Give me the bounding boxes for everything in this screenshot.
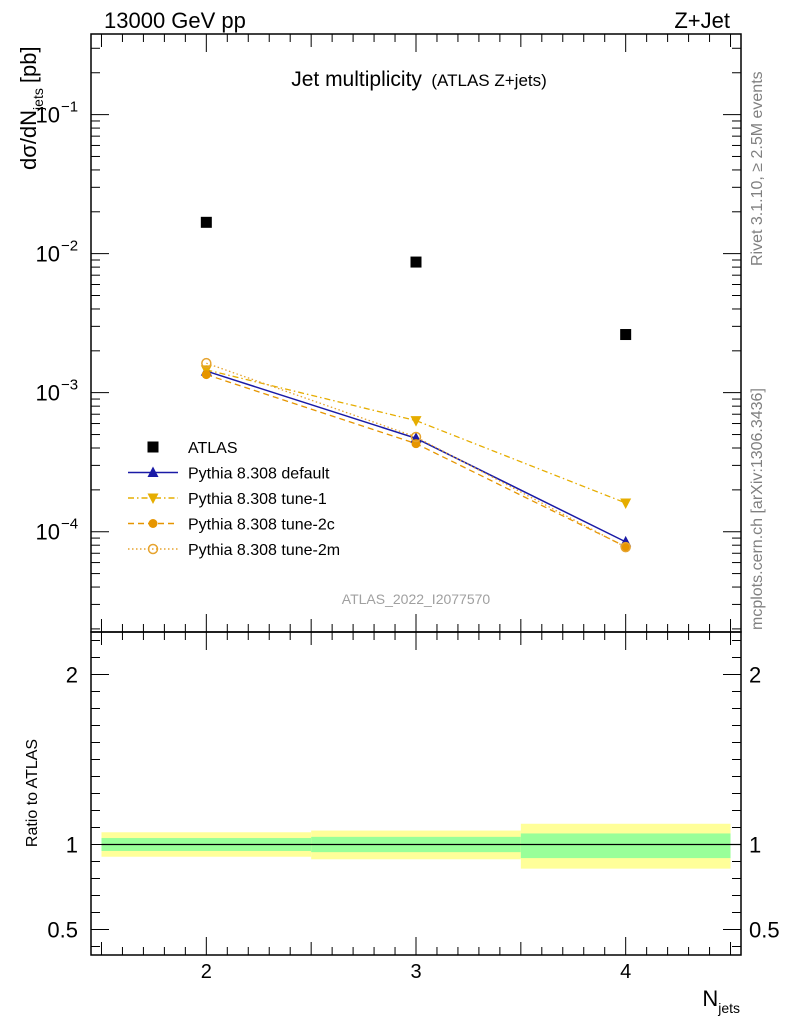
ratio-y-tick-label: 1 (66, 833, 78, 858)
main-y-tick-label-exponent: −2 (61, 238, 78, 255)
x-axis-label: Njets (702, 986, 740, 1016)
ratio-frame (90, 631, 742, 956)
main-y-axis-label-unit: [pb] (16, 46, 41, 83)
legend-entry-tune2m: Pythia 8.308 tune-2m (128, 542, 340, 559)
legend-marker (147, 493, 159, 504)
ratio-y-tick-label-right: 1 (749, 833, 761, 858)
legend-marker (147, 441, 159, 453)
x-tick-label: 4 (620, 961, 631, 983)
data-point-tune2c (621, 542, 631, 552)
ratio-band-inner (520, 833, 731, 859)
legend-entry-tune2c: Pythia 8.308 tune-2c (128, 517, 335, 534)
ratio-y-tick-label: 2 (66, 663, 78, 688)
header-process: Z+Jet (674, 8, 730, 33)
data-point-tune2m (410, 431, 422, 443)
data-point-tune2m (201, 357, 212, 369)
ratio-y-tick-labels: 2 2 1 1 0.5 0.5 (47, 663, 779, 943)
x-axis-label-sub: jets (717, 1000, 740, 1016)
main-y-tick-label: 10 (36, 242, 60, 267)
main-y-tick-label: 10 (36, 103, 60, 128)
data-point-data (410, 256, 422, 268)
rivet-label: Rivet 3.1.10, ≥ 2.5M events (749, 71, 766, 266)
data-point-tune1 (410, 416, 422, 427)
main-y-axis-label: dσ/dNjets [pb] (16, 46, 46, 170)
legend-label: Pythia 8.308 tune-2m (188, 542, 340, 559)
main-y-axis-label-sub: jets (30, 88, 46, 111)
ratio-axis-ticks (91, 632, 741, 955)
ratio-y-tick-label: 0.5 (47, 918, 78, 943)
x-tick-label: 2 (201, 961, 212, 983)
main-y-tick-label: 10 (36, 520, 60, 545)
main-y-tick-label-exponent: −1 (61, 99, 78, 116)
legend: ATLAS Pythia 8.308 default Pythia 8.308 tu… (128, 440, 340, 559)
series-line-tune2m (206, 362, 626, 548)
chart-title: Jet multiplicity (ATLAS Z+jets) (291, 68, 547, 91)
mcplots-label: mcplots.cern.ch [arXiv:1306.3436] (749, 388, 766, 630)
chart-title-main: Jet multiplicity (291, 68, 422, 91)
legend-label: Pythia 8.308 tune-2c (188, 517, 335, 534)
legend-entry-data: ATLAS (147, 440, 238, 457)
legend-marker (148, 519, 158, 528)
main-y-tick-label-exponent: −4 (61, 516, 78, 533)
main-series-group (200, 216, 632, 553)
x-tick-label: 3 (410, 961, 421, 983)
series-line-tune1 (206, 369, 626, 504)
ratio-x-tick-labels: 2 3 4 (201, 961, 631, 983)
legend-entry-default: Pythia 8.308 default (128, 466, 330, 483)
x-axis-label-main: N (702, 986, 718, 1011)
data-point-data (200, 216, 212, 228)
legend-marker (147, 543, 159, 555)
data-point-tune2m (620, 541, 631, 553)
legend-label: Pythia 8.308 tune-1 (188, 491, 327, 508)
main-axis-ticks (91, 34, 741, 632)
ratio-y-axis-label: Ratio to ATLAS (24, 739, 41, 847)
ratio-bands (101, 823, 731, 869)
data-point-tune2c (201, 370, 211, 380)
main-y-tick-label: 10 (36, 381, 60, 406)
main-y-axis-label-main: dσ/dN (16, 110, 41, 170)
main-y-tick-labels: 10−110−210−310−4 (36, 99, 79, 545)
chart-title-sub: (ATLAS Z+jets) (431, 71, 546, 90)
legend-entry-tune1: Pythia 8.308 tune-1 (128, 491, 327, 508)
legend-label: Pythia 8.308 default (188, 466, 330, 483)
ratio-y-tick-label-right: 2 (749, 663, 761, 688)
watermark: ATLAS_2022_I2077570 (342, 591, 491, 607)
data-point-data (620, 329, 632, 341)
header-energy: 13000 GeV pp (104, 8, 246, 33)
ratio-panel: 2 2 1 1 0.5 0.5 2 3 4 Ratio to ATLAS Njets (24, 631, 780, 1016)
legend-marker (147, 466, 159, 477)
ratio-y-tick-label-right: 0.5 (749, 918, 780, 943)
data-point-tune1 (620, 498, 632, 509)
main-panel: 10−110−210−310−4 Jet multiplicity (ATLAS… (16, 33, 742, 633)
main-y-tick-label-exponent: −3 (61, 377, 78, 394)
legend-label: ATLAS (188, 440, 238, 457)
